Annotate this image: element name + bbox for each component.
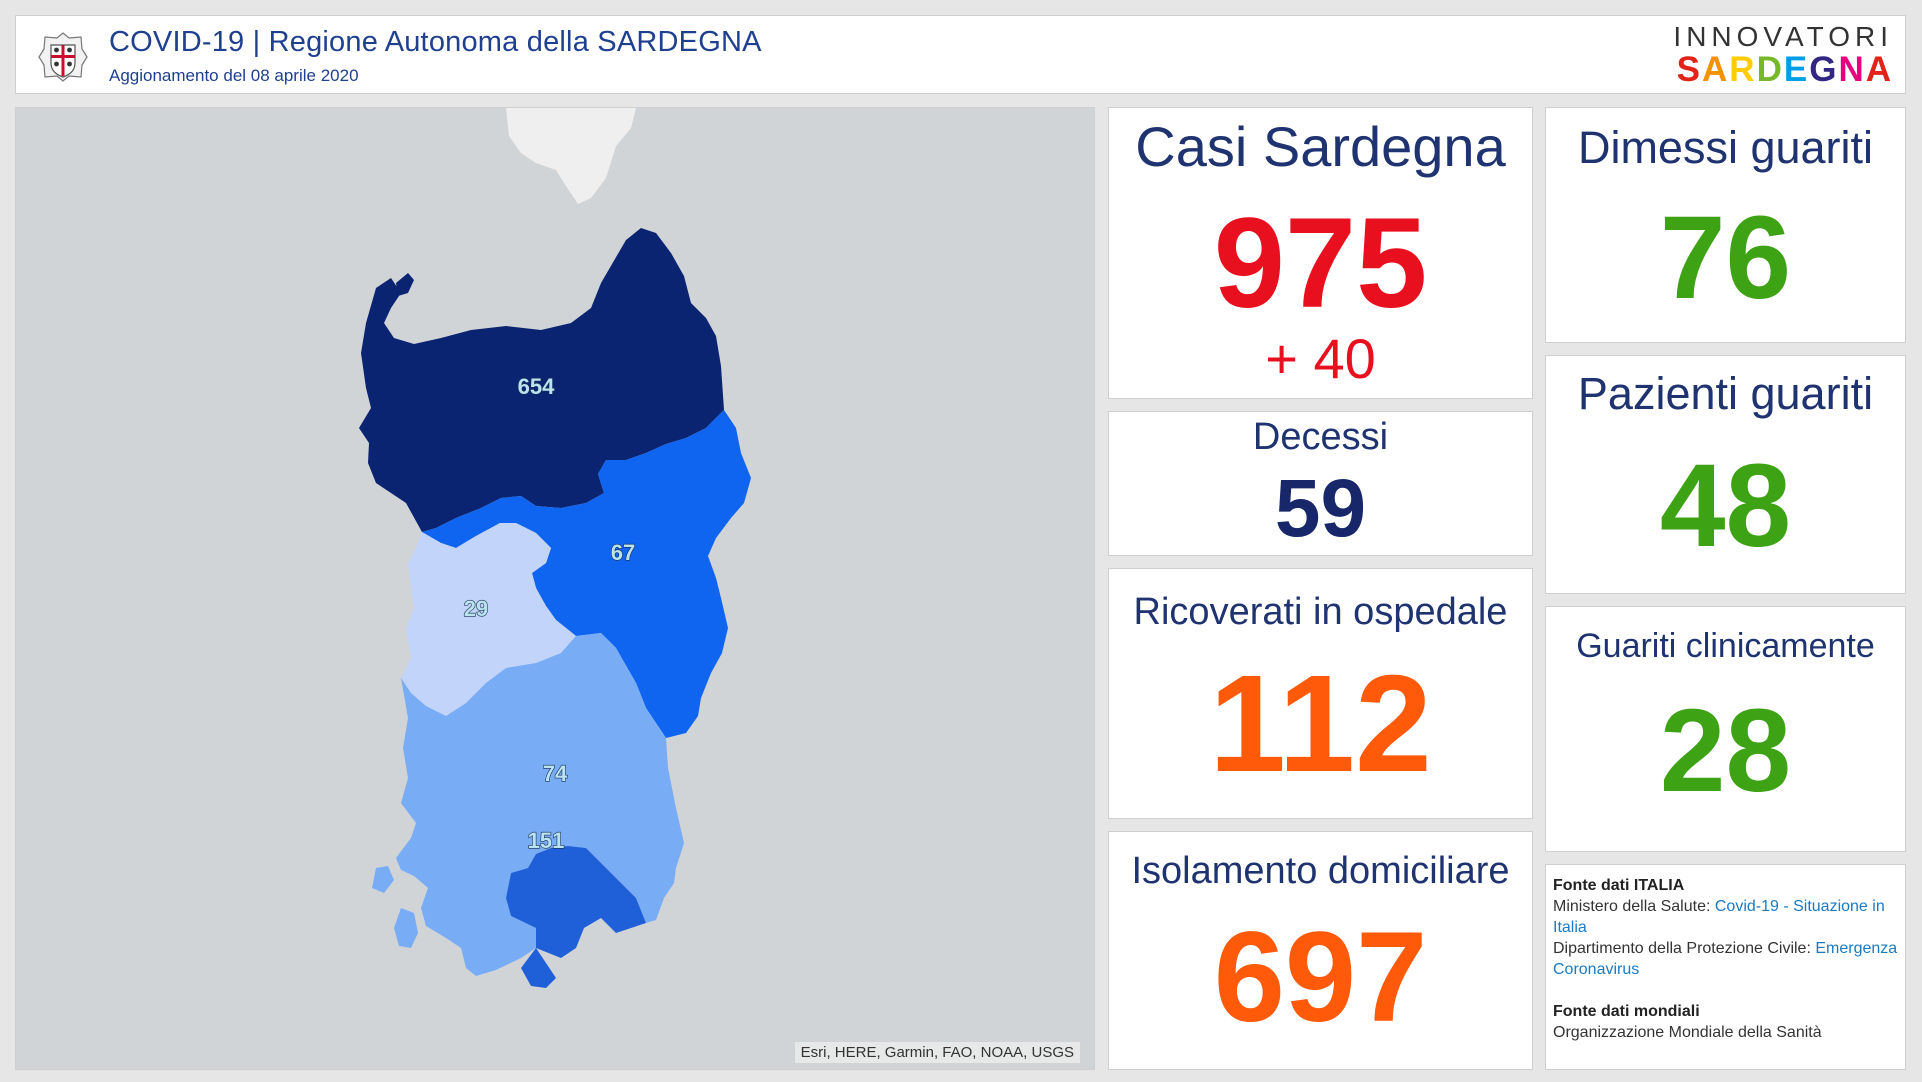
decessi-value: 59 bbox=[1274, 463, 1367, 554]
card-decessi: Decessi 59 bbox=[1108, 411, 1533, 556]
map-attribution[interactable]: Esri, HERE, Garmin, FAO, NOAA, USGS bbox=[794, 1042, 1080, 1063]
data-sources: Fonte dati ITALIA Ministero della Salute… bbox=[1545, 864, 1906, 1070]
casi-value: 975 bbox=[1213, 192, 1428, 335]
pazienti-value: 48 bbox=[1659, 440, 1792, 572]
island-sant-antioco bbox=[394, 908, 418, 948]
innovatori-sardegna-logo[interactable]: INNOVATORI SARDEGNA bbox=[1663, 22, 1893, 88]
brand-bottom-text: SARDEGNA bbox=[1676, 50, 1893, 89]
protezione-prefix: Dipartimento della Protezione Civile: bbox=[1553, 940, 1816, 957]
oms-source: Organizzazione Mondiale della Sanità bbox=[1553, 1024, 1822, 1041]
island-san-pietro bbox=[372, 866, 394, 893]
region-west-value: 29 bbox=[464, 596, 488, 621]
protezione-link[interactable]: Emergenza Coronavirus bbox=[1553, 940, 1898, 978]
decessi-label: Decessi bbox=[1252, 416, 1389, 458]
dimessi-label: Dimessi guariti bbox=[1577, 122, 1874, 173]
region-cagliari[interactable] bbox=[506, 846, 646, 988]
isolamento-label: Isolamento domiciliare bbox=[1131, 850, 1510, 892]
region-south-value: 74 bbox=[543, 761, 568, 786]
mondiali-sources-heading: Fonte dati mondiali bbox=[1553, 1003, 1700, 1020]
ricoverati-label: Ricoverati in ospedale bbox=[1133, 591, 1508, 633]
header-bar: COVID-19 | Regione Autonoma della SARDEG… bbox=[15, 15, 1906, 94]
ministero-source: Ministero della Salute: Covid-19 - Situa… bbox=[1553, 896, 1898, 938]
pazienti-label: Pazienti guariti bbox=[1577, 368, 1874, 419]
region-east-value: 67 bbox=[611, 540, 635, 565]
clinici-value: 28 bbox=[1659, 685, 1792, 817]
clinici-label: Guariti clinicamente bbox=[1576, 627, 1875, 665]
italia-sources-heading: Fonte dati ITALIA bbox=[1553, 877, 1685, 894]
island-asinara bbox=[396, 273, 414, 296]
isolamento-value: 697 bbox=[1213, 906, 1428, 1049]
map-view[interactable]: 654 67 29 74 151 Esri, HERE, Garmin, FAO… bbox=[15, 107, 1095, 1070]
brand-top-text: INNOVATORI bbox=[1673, 21, 1893, 52]
card-dimessi-guariti: Dimessi guariti 76 bbox=[1545, 107, 1906, 343]
region-east[interactable] bbox=[422, 410, 751, 738]
casi-label: Casi Sardegna bbox=[1135, 115, 1506, 178]
sardinia-map[interactable]: 654 67 29 74 151 bbox=[16, 108, 1095, 1070]
dimessi-value: 76 bbox=[1659, 192, 1792, 324]
card-ricoverati: Ricoverati in ospedale 112 bbox=[1108, 568, 1533, 819]
region-north[interactable] bbox=[359, 228, 724, 532]
update-date: Aggionamento del 08 aprile 2020 bbox=[109, 66, 359, 85]
region-cagliari-value: 151 bbox=[528, 828, 565, 853]
card-isolamento: Isolamento domiciliare 697 bbox=[1108, 831, 1533, 1070]
card-pazienti-guariti: Pazienti guariti 48 bbox=[1545, 355, 1906, 594]
region-south[interactable] bbox=[396, 633, 684, 976]
page-title: COVID-19 | Regione Autonoma della SARDEG… bbox=[109, 26, 762, 58]
ministero-link[interactable]: Covid-19 - Situazione in Italia bbox=[1553, 898, 1885, 936]
card-casi-sardegna: Casi Sardegna 975 + 40 bbox=[1108, 107, 1533, 399]
casi-delta: + 40 bbox=[1265, 327, 1376, 390]
protezione-source: Dipartimento della Protezione Civile: Em… bbox=[1553, 938, 1898, 980]
card-guariti-clinicamente: Guariti clinicamente 28 bbox=[1545, 606, 1906, 852]
region-north-value: 654 bbox=[518, 374, 555, 399]
ricoverati-value: 112 bbox=[1209, 647, 1432, 801]
sardinia-crest-icon bbox=[38, 32, 88, 82]
corsica-landmass bbox=[506, 108, 636, 204]
ministero-prefix: Ministero della Salute: bbox=[1553, 898, 1715, 915]
region-west[interactable] bbox=[401, 523, 576, 716]
